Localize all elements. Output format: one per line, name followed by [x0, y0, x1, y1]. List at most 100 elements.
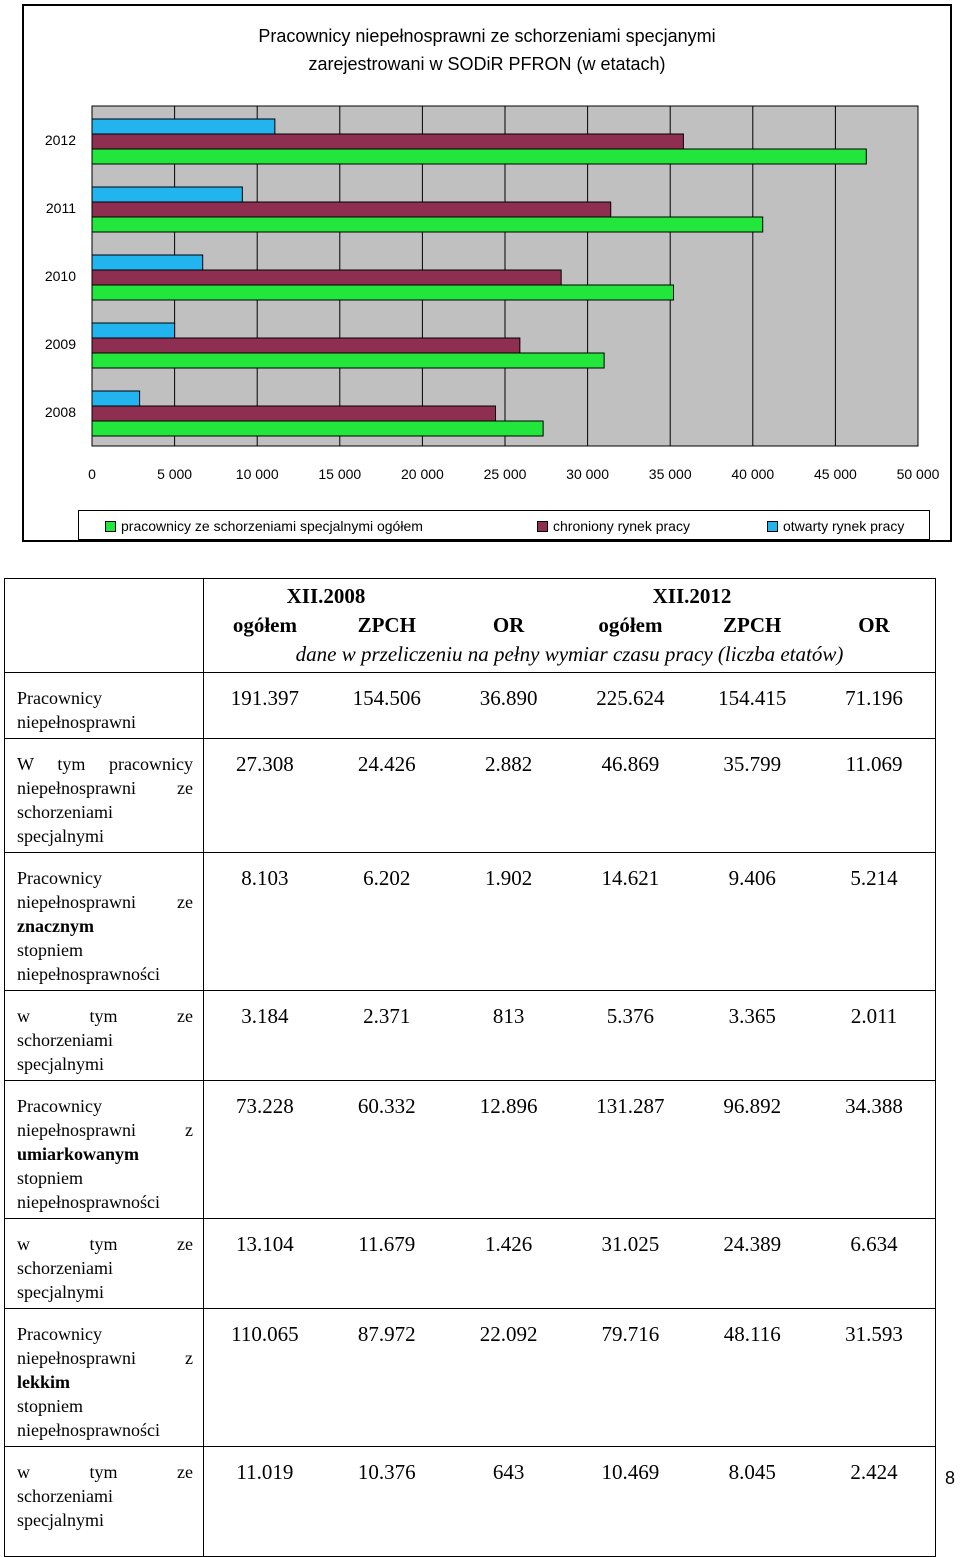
row-label-line: specjalnymi	[17, 1054, 104, 1074]
table-cell-value: 6.634	[850, 1232, 898, 1256]
table-cell-value: 11.019	[236, 1460, 294, 1484]
row-values-cell: 11.019 10.376 643 10.469 8.045 2.424	[203, 1446, 936, 1557]
legend-item-total: pracownicy ze schorzeniami specjalnymi o…	[105, 518, 423, 534]
table-cell-value: 31.593	[845, 1322, 903, 1346]
period-2008: XII.2008	[286, 584, 366, 608]
table-cell-value: 36.890	[479, 686, 538, 710]
table-row: Pracownicy niepełnosprawni ze znacznym stop…	[4, 852, 936, 991]
legend-item-open: otwarty rynek pracy	[767, 518, 904, 534]
legend-label-total: pracownicy ze schorzeniami specjalnymi o…	[121, 518, 423, 534]
row-label-line: niepełnosprawni ze	[17, 892, 193, 912]
legend-swatch-protected	[537, 520, 548, 532]
row-label-line: lekkim	[17, 1372, 71, 1392]
row-label-line: Pracownicy	[17, 1324, 102, 1344]
table-cell-value: 2.882	[484, 752, 533, 776]
row-label-line: stopniem	[17, 1396, 83, 1416]
bar	[91, 390, 141, 407]
table-cell-value: 11.069	[845, 752, 903, 776]
x-tick-label: 35 000	[649, 466, 692, 482]
row-label-line: specjalnymi	[17, 1510, 104, 1530]
row-values-cell: 110.065 87.972 22.092 79.716 48.116 31.593	[203, 1308, 936, 1447]
table-cell-value: 27.308	[236, 752, 294, 776]
row-values-cell: 3.184 2.371 813 5.376 3.365 2.011	[203, 990, 936, 1081]
x-tick-label: 40 000	[731, 466, 774, 482]
row-label-line: schorzeniami	[17, 1258, 113, 1278]
row-label-cell: Pracownicy niepełnosprawni	[4, 672, 204, 739]
col-header: ZPCH	[723, 613, 782, 637]
row-values-cell: 8.103 6.202 1.902 14.621 9.406 5.214	[203, 852, 936, 991]
table-cell-value: 34.388	[845, 1094, 903, 1118]
table-cell-value: 3.365	[728, 1004, 776, 1028]
units-note: dane w przeliczeniu na pełny wymiar czas…	[295, 642, 844, 666]
employment-table: XII.2008 XII.2012 ogółem ZPCH OR ogółem …	[4, 578, 936, 1557]
table-cell-value: 643	[492, 1460, 525, 1484]
table-cell-value: 6.202	[363, 866, 411, 890]
row-label-line: w tym ze	[17, 1234, 193, 1254]
table-row: Pracownicy niepełnosprawni 191.397 154.506 3…	[4, 672, 936, 739]
bar	[91, 254, 204, 271]
table-header-row: XII.2008 XII.2012 ogółem ZPCH OR ogółem …	[4, 578, 936, 673]
row-label-line: schorzeniami	[17, 1486, 113, 1506]
table-cell-value: 2.424	[850, 1460, 898, 1484]
header-empty-cell	[4, 578, 204, 673]
chart-legend: pracownicy ze schorzeniami specjalnymi o…	[78, 510, 930, 540]
table-cell-value: 2.011	[850, 1004, 898, 1028]
row-label-line: stopniem	[17, 940, 83, 960]
table-cell-value: 9.406	[728, 866, 776, 890]
table-cell-value: 22.092	[479, 1322, 538, 1346]
table-cell-value: 131.287	[596, 1094, 665, 1118]
table-cell-value: 8.103	[241, 866, 289, 890]
table-cell-value: 12.896	[479, 1094, 538, 1118]
table-row: W tym pracownicy niepełnosprawni ze schorz…	[4, 738, 936, 853]
table-cell-value: 5.214	[850, 866, 898, 890]
bar	[91, 148, 867, 165]
table-cell-value: 31.025	[601, 1232, 660, 1256]
table-row: w tym ze schorzeniami specjalnymi 13.104 11.…	[4, 1218, 936, 1309]
row-label-line: w tym ze	[17, 1006, 193, 1026]
row-label-line: schorzeniami	[17, 1030, 113, 1050]
col-header: OR	[858, 613, 890, 637]
table-cell-value: 10.376	[357, 1460, 416, 1484]
row-label-cell: w tym ze schorzeniami specjalnymi	[4, 990, 204, 1081]
chart-title-line: zarejestrowani w SODiR PFRON (w etatach)	[308, 54, 666, 74]
row-label-line: niepełnosprawności	[17, 1192, 160, 1212]
row-values-cell: 73.228 60.332 12.896 131.287 96.892 34.388	[203, 1080, 936, 1219]
bar	[91, 201, 612, 218]
row-label-line: niepełnosprawni z	[17, 1348, 193, 1368]
row-values-cell: 27.308 24.426 2.882 46.869 35.799 11.069	[203, 738, 936, 853]
x-tick-label: 45 000	[814, 466, 857, 482]
bar-chart: 0 5 000 10 000 15 000 20 000 25 000 30 000 35 0…	[45, 105, 940, 482]
x-tick-label: 0	[88, 466, 96, 482]
y-category-label: 2011	[46, 200, 76, 216]
row-label-line: stopniem	[17, 1168, 83, 1188]
x-tick-label: 25 000	[484, 466, 527, 482]
row-values-cell: 191.397 154.506 36.890 225.624 154.415 71.196	[203, 672, 936, 739]
bar	[91, 186, 243, 203]
table-cell-value: 71.196	[845, 686, 903, 710]
row-label-line: W tym pracownicy	[17, 754, 193, 774]
table-cell-value: 14.621	[601, 866, 660, 890]
y-category-label: 2009	[45, 336, 76, 352]
table-row: Pracownicy niepełnosprawni z umiarkowanym s…	[4, 1080, 936, 1219]
row-label-line: Pracownicy	[17, 688, 102, 708]
bar	[91, 284, 675, 301]
table-cell-value: 60.332	[357, 1094, 416, 1118]
col-header: ogółem	[598, 613, 663, 637]
header-cell: XII.2008 XII.2012 ogółem ZPCH OR ogółem …	[203, 578, 936, 673]
x-tick-label: 20 000	[401, 466, 444, 482]
x-tick-label: 15 000	[318, 466, 361, 482]
row-values-cell: 13.104 11.679 1.426 31.025 24.389 6.634	[203, 1218, 936, 1309]
page-number: 8	[945, 1468, 956, 1488]
bar	[91, 337, 521, 354]
legend-swatch-total	[105, 520, 116, 532]
bar	[91, 405, 497, 422]
table-cell-value: 96.892	[723, 1094, 782, 1118]
row-label-cell: Pracownicy niepełnosprawni z umiarkowanym s…	[4, 1080, 204, 1219]
chart-title-line: Pracownicy niepełnosprawni ze schorzenia…	[258, 26, 716, 46]
legend-item-protected: chroniony rynek pracy	[537, 518, 690, 534]
row-label-line: niepełnosprawności	[17, 1420, 160, 1440]
row-label-cell: w tym ze schorzeniami specjalnymi	[4, 1218, 204, 1309]
x-tick-label: 30 000	[566, 466, 609, 482]
legend-label-open: otwarty rynek pracy	[783, 518, 905, 534]
row-label-line: Pracownicy	[17, 868, 102, 888]
